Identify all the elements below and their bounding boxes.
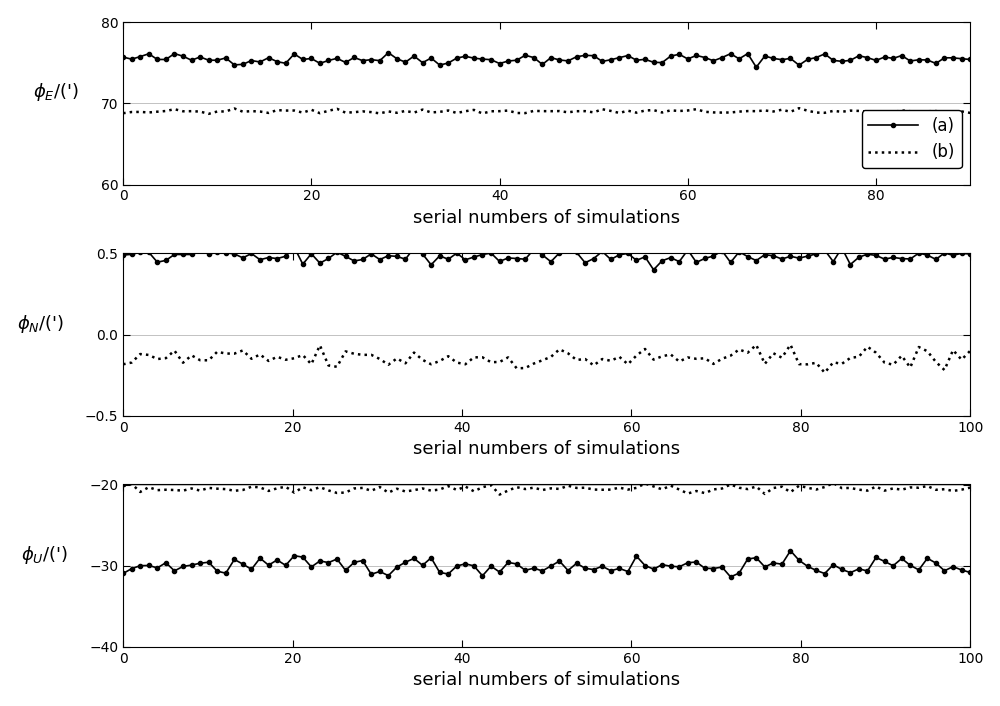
Y-axis label: $\phi_N$/('): $\phi_N$/(')	[17, 313, 64, 335]
Y-axis label: $\phi_E$/('): $\phi_E$/(')	[33, 81, 79, 103]
X-axis label: serial numbers of simulations: serial numbers of simulations	[413, 440, 680, 458]
Legend: (a), (b): (a), (b)	[862, 110, 962, 168]
X-axis label: serial numbers of simulations: serial numbers of simulations	[413, 671, 680, 689]
Y-axis label: $\phi_U$/('): $\phi_U$/(')	[21, 544, 68, 566]
X-axis label: serial numbers of simulations: serial numbers of simulations	[413, 209, 680, 227]
